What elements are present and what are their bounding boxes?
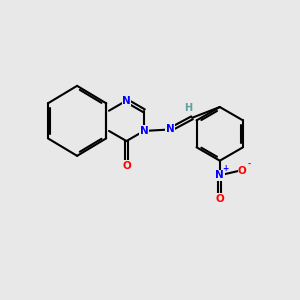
Text: O: O bbox=[215, 194, 224, 204]
Text: N: N bbox=[166, 124, 175, 134]
Text: O: O bbox=[238, 166, 247, 176]
Text: N: N bbox=[140, 126, 148, 136]
Text: N: N bbox=[122, 96, 131, 106]
Text: H: H bbox=[184, 103, 193, 113]
Text: +: + bbox=[222, 164, 228, 173]
Text: N: N bbox=[215, 170, 224, 180]
Text: O: O bbox=[122, 161, 131, 171]
Text: -: - bbox=[248, 160, 250, 169]
